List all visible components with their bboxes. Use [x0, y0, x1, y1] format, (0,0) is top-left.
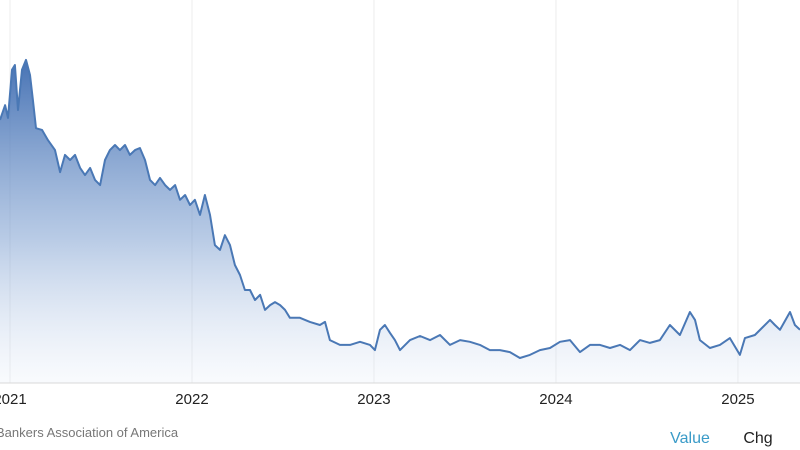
chg-button[interactable]: Chg	[743, 430, 772, 447]
x-tick-label: 2021	[0, 391, 27, 408]
line	[0, 58, 800, 359]
x-tick-label: 2024	[539, 391, 572, 408]
area-fill	[0, 59, 800, 384]
x-tick-label: 2022	[175, 391, 208, 408]
x-tick-label: 2025	[721, 391, 754, 408]
x-tick-label: 2023	[357, 391, 390, 408]
value-button[interactable]: Value	[670, 430, 710, 447]
source: Bankers Association of America	[0, 425, 179, 440]
